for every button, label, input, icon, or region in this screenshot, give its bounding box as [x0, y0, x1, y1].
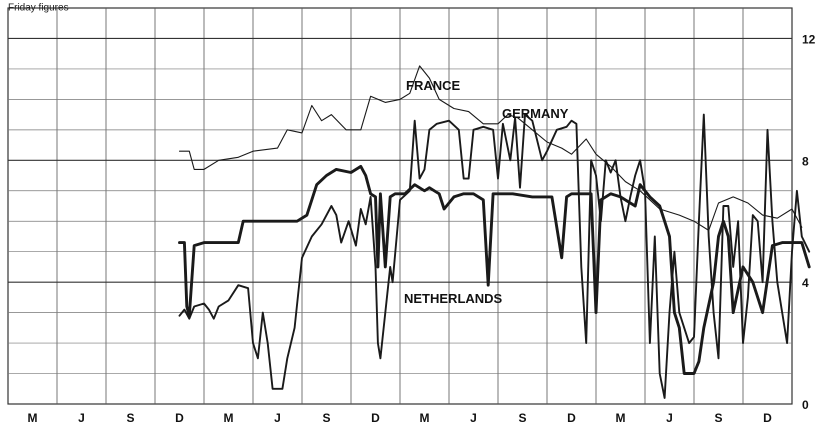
series-label-france: FRANCE [406, 78, 460, 93]
x-tick-label: J [274, 411, 281, 425]
x-tick-label: S [126, 411, 134, 425]
x-tick-label: J [78, 411, 85, 425]
y-tick-label: 8 [802, 154, 809, 168]
y-axis-title: Friday figures [8, 2, 69, 13]
tick-labels: M J S D M J S D M J S D M J S D 0 4 8 12 [28, 32, 816, 425]
x-tick-label: J [470, 411, 477, 425]
x-tick-label: M [224, 411, 234, 425]
y-tick-label: 12 [802, 32, 816, 46]
series-line-netherlands [178, 164, 811, 375]
x-tick-label: D [175, 411, 184, 425]
series-label-netherlands: NETHERLANDS [404, 291, 503, 306]
x-tick-label: M [28, 411, 38, 425]
y-tick-label: 4 [802, 276, 809, 290]
series-label-germany: GERMANY [502, 106, 569, 121]
x-tick-label: D [371, 411, 380, 425]
series-line-germany [178, 113, 811, 399]
x-tick-label: S [322, 411, 330, 425]
x-tick-label: S [714, 411, 722, 425]
x-tick-label: D [567, 411, 576, 425]
x-tick-label: M [616, 411, 626, 425]
series-line-france [178, 65, 803, 231]
x-tick-label: D [763, 411, 772, 425]
x-tick-label: J [666, 411, 673, 425]
y-tick-label: 0 [802, 398, 809, 412]
x-tick-label: M [420, 411, 430, 425]
series-layer [178, 65, 811, 399]
x-tick-label: S [518, 411, 526, 425]
